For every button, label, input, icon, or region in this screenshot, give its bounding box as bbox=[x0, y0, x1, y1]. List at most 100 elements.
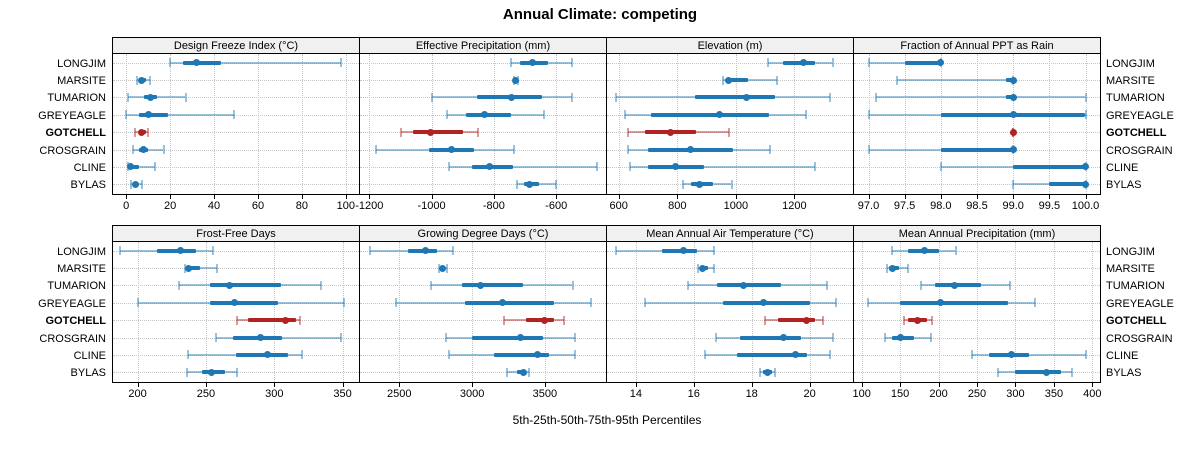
whisker-cap-95th bbox=[773, 367, 776, 377]
axis-tick-label: 350 bbox=[333, 388, 352, 400]
range-25th-75th bbox=[694, 95, 776, 100]
gridline-vertical bbox=[556, 54, 558, 194]
median-dot bbox=[225, 281, 233, 289]
whisker-cap-95th bbox=[319, 280, 322, 290]
median-dot bbox=[127, 163, 135, 171]
axis-tick-label: 800 bbox=[668, 200, 687, 212]
axis-tick-label: 250 bbox=[196, 388, 216, 400]
whisker-cap-95th bbox=[931, 315, 934, 325]
axis-tick-label: 97.0 bbox=[857, 200, 880, 212]
axis-tick-label: 2500 bbox=[387, 388, 412, 400]
whisker-cap-95th bbox=[1009, 280, 1012, 290]
gridline-vertical bbox=[137, 242, 139, 382]
axis-tick bbox=[868, 195, 870, 199]
site-label-right-tumarion: TUMARION bbox=[1106, 280, 1165, 293]
range-25th-75th bbox=[717, 283, 781, 288]
site-label-left-bylas: BYLAS bbox=[70, 179, 106, 192]
whisker-cap-5th bbox=[127, 92, 130, 102]
range-25th-75th bbox=[493, 352, 550, 357]
range-25th-75th bbox=[210, 283, 282, 288]
whisker-cap-5th bbox=[516, 179, 519, 189]
gridline-horizontal bbox=[854, 354, 1100, 356]
panel-plot-design-freeze-index-c bbox=[112, 54, 360, 195]
whisker-cap-95th bbox=[340, 333, 343, 343]
whisker-cap-95th bbox=[299, 315, 302, 325]
axis-tick-label: 100.0 bbox=[1071, 200, 1100, 212]
gridline-vertical bbox=[345, 54, 347, 194]
median-dot bbox=[257, 334, 265, 342]
gridline-horizontal bbox=[607, 337, 853, 339]
range-25th-75th bbox=[465, 112, 512, 117]
range-25th-75th bbox=[1005, 78, 1014, 83]
gridline-vertical bbox=[274, 242, 276, 382]
axis-tick bbox=[677, 195, 679, 199]
axis-tick-label: 16 bbox=[687, 388, 700, 400]
range-25th-75th bbox=[412, 130, 463, 135]
range-25th-75th bbox=[782, 60, 815, 65]
whisker-cap-5th bbox=[614, 246, 617, 256]
range-25th-75th bbox=[236, 352, 288, 357]
gridline-vertical bbox=[809, 242, 811, 382]
whisker-cap-5th bbox=[891, 246, 894, 256]
axis-tick-label: 60 bbox=[251, 200, 265, 212]
axis-tick bbox=[170, 195, 172, 199]
gridline-vertical bbox=[258, 54, 259, 194]
whisker-cap-5th bbox=[970, 350, 973, 360]
median-dot bbox=[921, 247, 929, 255]
whisker-cap-95th bbox=[562, 315, 565, 325]
median-dot bbox=[138, 128, 146, 136]
range-25th-75th bbox=[740, 335, 801, 340]
whisker-5th-95th bbox=[940, 165, 1086, 168]
gridline-horizontal bbox=[607, 320, 853, 322]
range-25th-75th bbox=[183, 60, 221, 65]
whisker-cap-5th bbox=[437, 263, 440, 273]
site-label-left-tumarion: TUMARION bbox=[47, 280, 106, 293]
gridline-horizontal bbox=[360, 80, 606, 82]
median-dot bbox=[426, 128, 434, 136]
axis-tick-label: 0 bbox=[123, 200, 130, 212]
median-dot bbox=[512, 76, 520, 84]
median-dot bbox=[1042, 368, 1050, 376]
axis-tick bbox=[940, 195, 942, 199]
gridline-horizontal bbox=[113, 166, 359, 168]
whisker-cap-5th bbox=[626, 127, 629, 137]
gridline-horizontal bbox=[113, 250, 359, 252]
whisker-cap-95th bbox=[1033, 298, 1036, 308]
whisker-cap-5th bbox=[919, 280, 922, 290]
median-dot bbox=[281, 316, 289, 324]
whisker-cap-5th bbox=[134, 127, 136, 137]
axis-tick bbox=[399, 383, 401, 387]
median-dot bbox=[207, 368, 215, 376]
site-label-left-marsite: MARSITE bbox=[57, 75, 106, 88]
axis-tick bbox=[977, 195, 978, 199]
range-25th-75th bbox=[1013, 164, 1086, 169]
gridline-horizontal bbox=[854, 132, 1100, 134]
site-label-left-cline: CLINE bbox=[73, 161, 106, 174]
site-label-right-bylas: BYLAS bbox=[1106, 179, 1142, 192]
whisker-cap-5th bbox=[759, 367, 762, 377]
median-dot bbox=[687, 146, 694, 154]
median-dot bbox=[680, 247, 688, 255]
median-dot bbox=[791, 351, 799, 359]
whisker-cap-5th bbox=[136, 75, 139, 85]
range-25th-75th bbox=[777, 318, 816, 323]
whisker-5th-95th bbox=[1013, 183, 1086, 186]
site-label-left-crosgrain: CROSGRAIN bbox=[39, 144, 106, 157]
whisker-5th-95th bbox=[875, 96, 1086, 99]
site-label-right-marsite: MARSITE bbox=[1106, 75, 1155, 88]
whisker-cap-95th bbox=[775, 75, 778, 85]
gridline-horizontal bbox=[113, 372, 359, 374]
panel-header-design-freeze-index-c: Design Freeze Index (°C) bbox=[112, 37, 360, 54]
range-25th-75th bbox=[900, 300, 1008, 305]
gridline-horizontal bbox=[607, 372, 853, 374]
axis-tick-label: 100 bbox=[852, 388, 871, 400]
gridline-vertical bbox=[342, 242, 344, 382]
whisker-cap-95th bbox=[215, 263, 218, 273]
whisker-cap-95th bbox=[555, 179, 558, 189]
whisker-cap-5th bbox=[883, 333, 886, 343]
axis-tick-label: 40 bbox=[207, 200, 221, 212]
gridline-vertical bbox=[751, 242, 753, 382]
site-label-right-crosgrain: CROSGRAIN bbox=[1106, 332, 1173, 345]
gridline-horizontal bbox=[854, 320, 1100, 322]
whisker-cap-95th bbox=[445, 263, 448, 273]
